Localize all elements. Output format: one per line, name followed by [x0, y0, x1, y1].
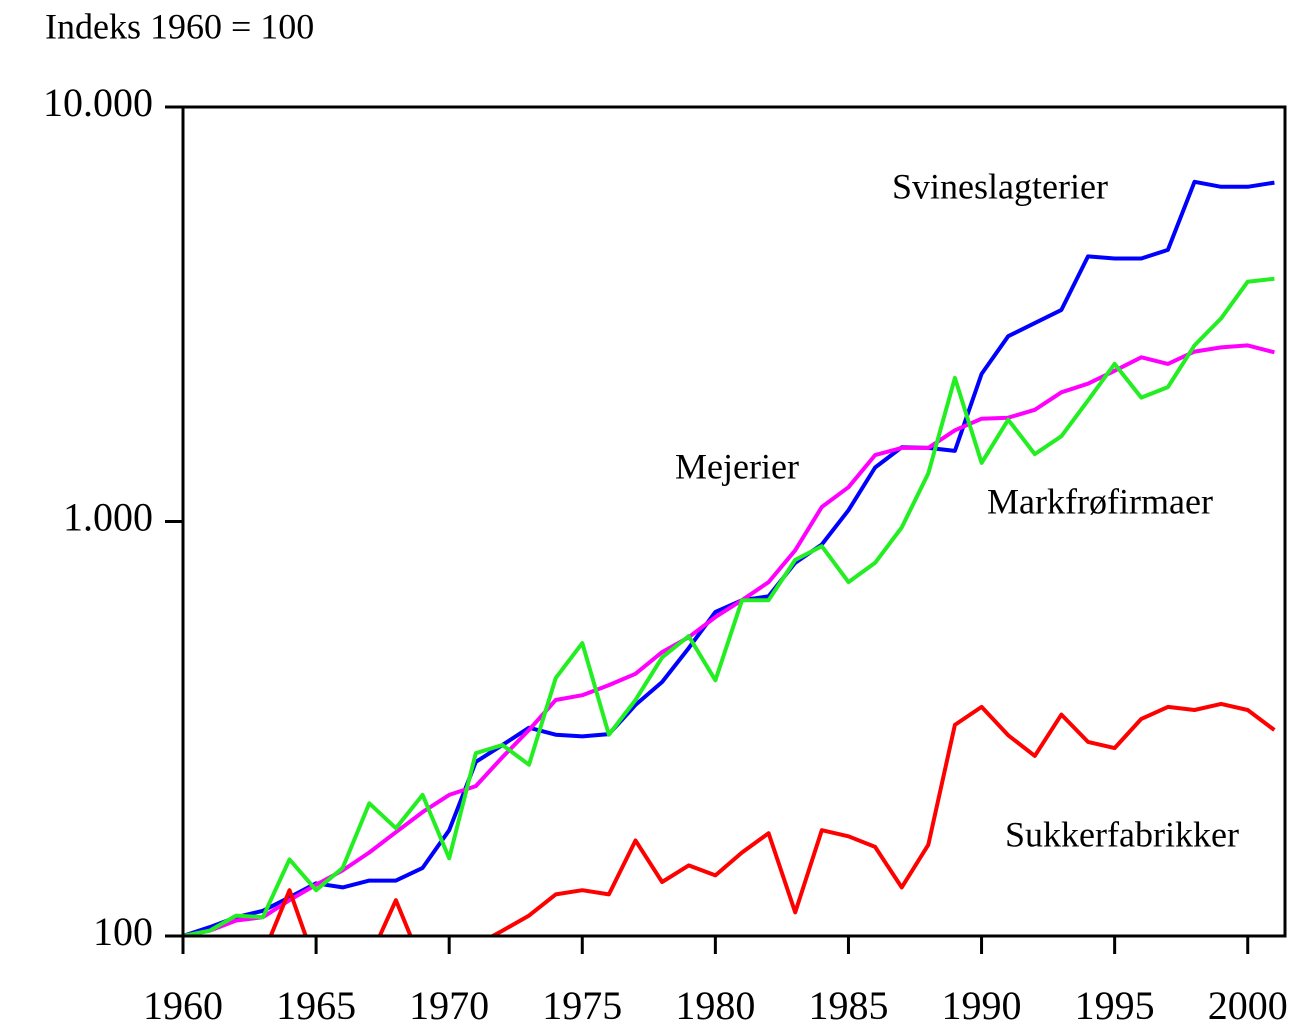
series-label: Svineslagterier [892, 166, 1108, 206]
x-tick-label: 2000 [1208, 983, 1288, 1028]
chart-title: Indeks 1960 = 100 [45, 6, 314, 46]
x-tick-label: 1965 [276, 983, 356, 1028]
y-tick-label: 100 [93, 909, 153, 954]
series-line [183, 179, 1275, 936]
plot-lines [183, 179, 1276, 936]
series-line [183, 343, 1275, 936]
x-tick-label: 1975 [542, 983, 622, 1028]
x-tick-label: 1990 [942, 983, 1022, 1028]
x-tick-label: 1985 [808, 983, 888, 1028]
y-tick-label: 1.000 [63, 495, 153, 540]
x-tick-label: 1980 [675, 983, 755, 1028]
series-label: Mejerier [675, 446, 799, 486]
series-line [183, 276, 1275, 936]
x-tick-label: 1970 [409, 983, 489, 1028]
series-label: Sukkerfabrikker [1005, 814, 1239, 854]
x-tick-label: 1995 [1075, 983, 1155, 1028]
series-label: Markfrøfirmaer [987, 481, 1213, 521]
x-tick-label: 1960 [143, 983, 223, 1028]
y-tick-label: 10.000 [43, 80, 153, 125]
series-line [183, 701, 1276, 936]
plot-frame [181, 105, 1287, 938]
